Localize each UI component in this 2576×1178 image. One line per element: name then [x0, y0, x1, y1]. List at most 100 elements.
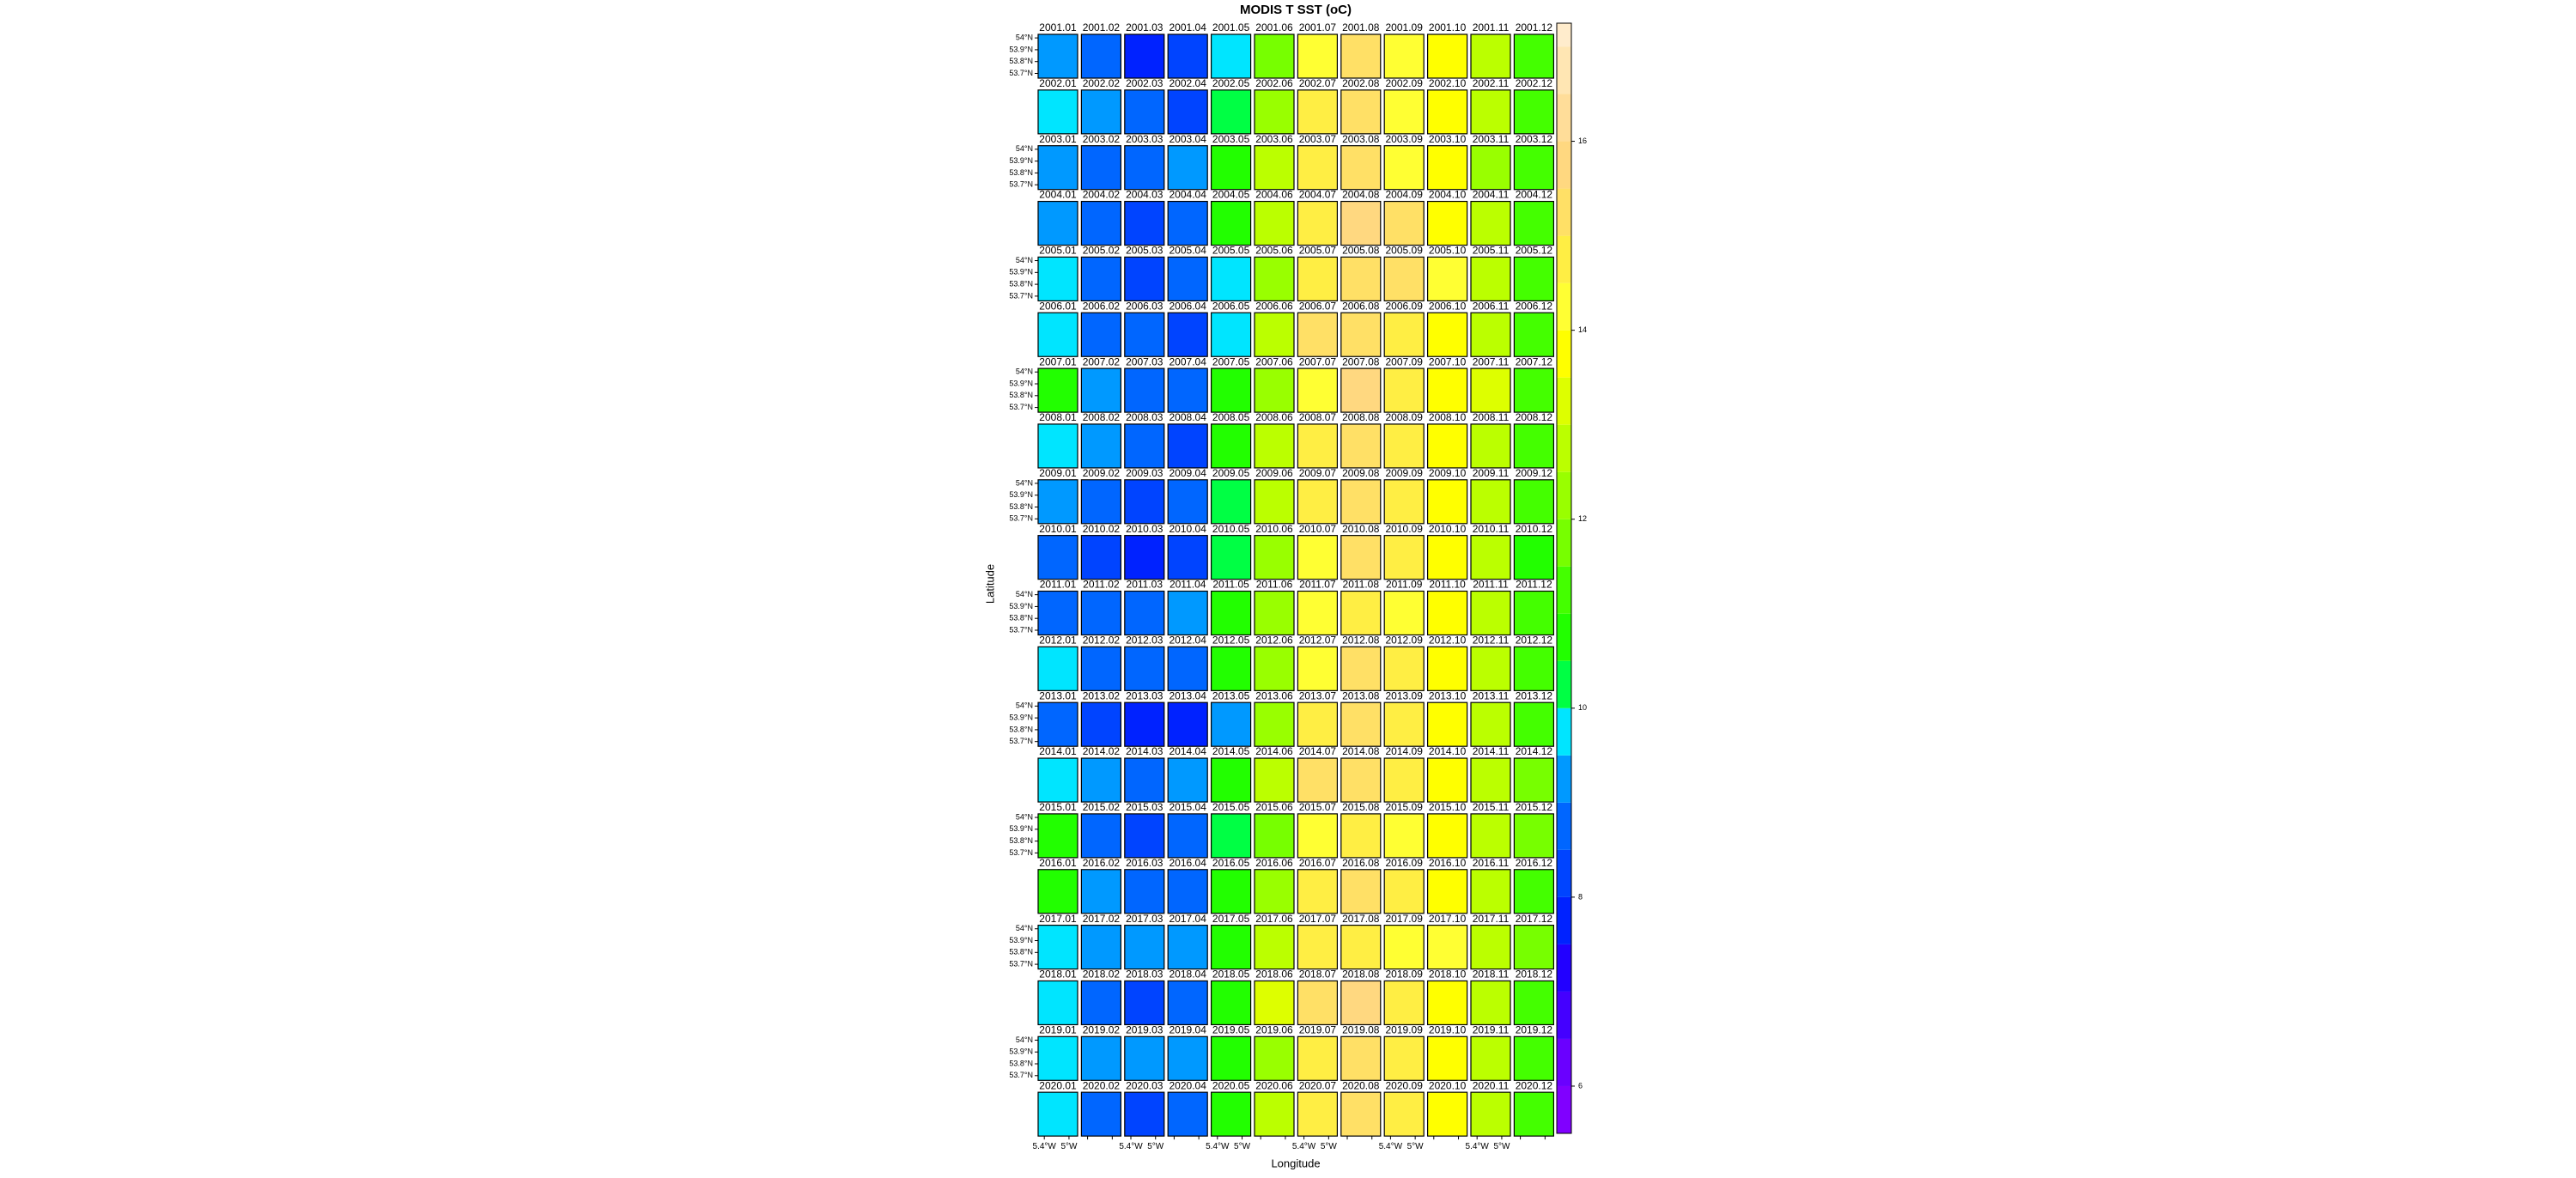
- y-tick-label: 53.9°N: [1009, 936, 1033, 944]
- panel-label: 2005.06: [1255, 245, 1293, 257]
- y-tick-label: 53.7°N: [1009, 625, 1033, 634]
- panel: [1254, 869, 1295, 914]
- panel-label: 2002.07: [1299, 77, 1337, 89]
- panel: [1340, 924, 1382, 970]
- panel-label: 2012.03: [1126, 635, 1163, 647]
- panel-label: 2017.07: [1299, 913, 1337, 925]
- panel: [1513, 145, 1555, 191]
- panel: [1167, 535, 1208, 580]
- panel: [1080, 145, 1122, 191]
- panel-label: 2014.11: [1473, 745, 1510, 757]
- panel: [1383, 813, 1425, 859]
- panel-label: 2011.03: [1127, 579, 1163, 591]
- panel-label: 2015.08: [1342, 801, 1380, 813]
- y-tick-label: 53.7°N: [1009, 180, 1033, 189]
- panel: [1210, 813, 1252, 859]
- panel-label: 2004.08: [1342, 189, 1380, 201]
- y-tick-label: 54°N: [1016, 33, 1033, 42]
- panel-label: 2020.11: [1473, 1079, 1510, 1091]
- panel: [1167, 869, 1208, 914]
- colorbar-band: [1557, 613, 1571, 661]
- panel: [1037, 33, 1078, 79]
- panel-label: 2016.05: [1212, 857, 1250, 869]
- y-tick-label: 53.9°N: [1009, 713, 1033, 721]
- y-tick-label: 53.7°N: [1009, 848, 1033, 857]
- panel-label: 2002.03: [1126, 77, 1163, 89]
- colorbar-band: [1557, 1038, 1571, 1086]
- panel-label: 2015.09: [1386, 801, 1424, 813]
- panel: [1254, 590, 1295, 636]
- panel: [1080, 646, 1122, 691]
- panel: [1037, 200, 1078, 246]
- panel: [1426, 757, 1468, 803]
- panel-label: 2017.06: [1255, 913, 1293, 925]
- panel-label: 2005.11: [1473, 245, 1510, 257]
- panel: [1470, 367, 1511, 413]
- y-tick-label: 54°N: [1016, 590, 1033, 598]
- panel: [1426, 1091, 1468, 1137]
- panel: [1513, 312, 1555, 357]
- panel: [1124, 145, 1165, 191]
- panel-label: 2006.05: [1212, 300, 1250, 312]
- panel: [1383, 757, 1425, 803]
- panel: [1124, 312, 1165, 357]
- panel-label: 2014.05: [1212, 745, 1250, 757]
- panel: [1210, 312, 1252, 357]
- panel: [1297, 33, 1339, 79]
- panel: [1167, 924, 1208, 970]
- panel-label: 2010.11: [1473, 523, 1510, 535]
- colorbar-band: [1557, 991, 1571, 1039]
- y-tick-label: 54°N: [1016, 256, 1033, 264]
- panel-label: 2013.06: [1255, 689, 1293, 701]
- panel: [1167, 312, 1208, 357]
- panel-label: 2009.05: [1212, 467, 1250, 479]
- panel-label: 2017.09: [1386, 913, 1424, 925]
- panel: [1037, 145, 1078, 191]
- panel-label: 2016.06: [1255, 857, 1293, 869]
- panel: [1513, 924, 1555, 970]
- panel-label: 2018.08: [1342, 969, 1380, 981]
- panel-label: 2008.02: [1083, 411, 1121, 423]
- panel-label: 2012.11: [1473, 635, 1510, 647]
- panel: [1340, 980, 1382, 1026]
- panel-label: 2009.08: [1342, 467, 1380, 479]
- panel-label: 2007.10: [1429, 355, 1467, 367]
- panel-label: 2002.06: [1255, 77, 1293, 89]
- panel: [1426, 145, 1468, 191]
- panel-label: 2009.01: [1039, 467, 1077, 479]
- panel-label: 2013.09: [1386, 689, 1424, 701]
- panel: [1383, 367, 1425, 413]
- panel-label: 2014.08: [1342, 745, 1380, 757]
- panel: [1210, 1091, 1252, 1137]
- panel-label: 2018.05: [1212, 969, 1250, 981]
- panel-label: 2008.04: [1170, 411, 1207, 423]
- panel-label: 2019.02: [1083, 1023, 1121, 1035]
- panel: [1254, 200, 1295, 246]
- y-tick-label: 54°N: [1016, 478, 1033, 487]
- panel: [1340, 646, 1382, 691]
- panel-label: 2018.04: [1170, 969, 1207, 981]
- panel: [1340, 33, 1382, 79]
- panel: [1124, 701, 1165, 747]
- panel: [1340, 200, 1382, 246]
- panel: [1426, 367, 1468, 413]
- panel-label: 2013.10: [1429, 689, 1467, 701]
- y-tick-label: 53.8°N: [1009, 1059, 1033, 1067]
- panel-label: 2019.11: [1473, 1023, 1510, 1035]
- panel: [1383, 1091, 1425, 1137]
- panel: [1254, 1035, 1295, 1081]
- panel: [1470, 256, 1511, 301]
- panel-label: 2016.09: [1386, 857, 1424, 869]
- panel: [1383, 200, 1425, 246]
- colorbar-band: [1557, 235, 1571, 283]
- panel-label: 2017.10: [1429, 913, 1467, 925]
- panel: [1080, 535, 1122, 580]
- panel-label: 2011.11: [1473, 579, 1509, 591]
- panel: [1340, 423, 1382, 469]
- panel-label: 2008.01: [1039, 411, 1077, 423]
- panel: [1167, 145, 1208, 191]
- panel-label: 2009.04: [1170, 467, 1207, 479]
- panel: [1254, 980, 1295, 1026]
- panel: [1383, 89, 1425, 135]
- panel-label: 2004.07: [1299, 189, 1337, 201]
